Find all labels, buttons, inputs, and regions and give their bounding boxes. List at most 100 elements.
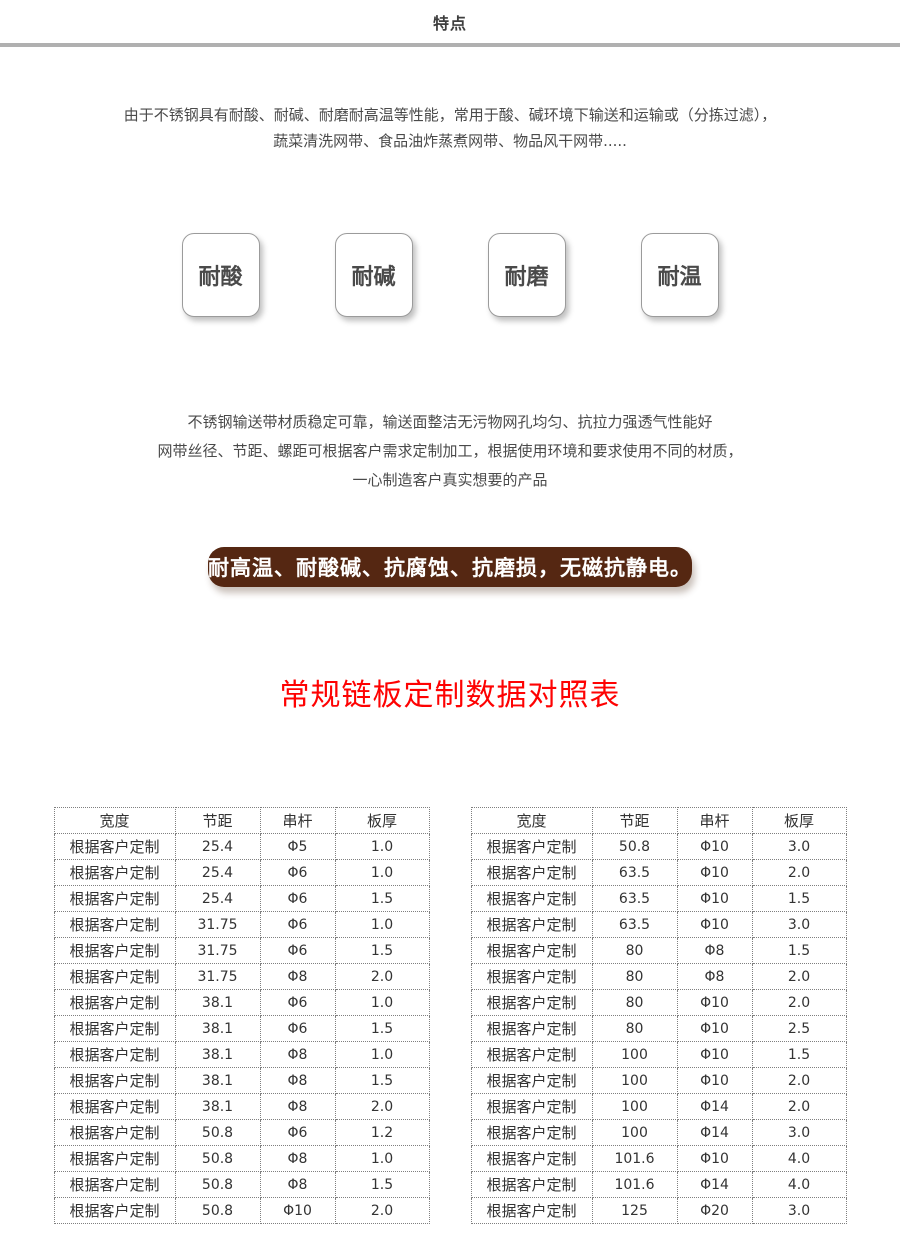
table-cell: 根据客户定制 xyxy=(470,833,593,860)
table-row: 根据客户定制 38.1 Φ8 1.5 xyxy=(53,1067,430,1094)
table-cell: 31.75 xyxy=(174,937,261,964)
table-cell: Φ5 xyxy=(259,833,336,860)
badge-label: 耐温 xyxy=(657,265,702,290)
spec-tables: 宽度 节距 串杆 板厚 根据客户定制 25.4 Φ5 1.0 根据客户定制 25.4 Φ6 1… xyxy=(0,807,900,1224)
table-cell: 25.4 xyxy=(174,833,261,860)
header-pitch: 节距 xyxy=(174,807,261,834)
intro-line-2: 蔬菜清洗网带、食品油炸蒸煮网带、物品风干网带..... xyxy=(273,132,627,150)
table-row: 根据客户定制 80 Φ10 2.0 xyxy=(470,989,847,1016)
table-cell: Φ10 xyxy=(676,859,753,886)
table-cell: 63.5 xyxy=(591,885,678,912)
table-cell: 100 xyxy=(591,1041,678,1068)
table-cell: 1.0 xyxy=(334,859,430,886)
table-cell: Φ6 xyxy=(259,885,336,912)
table-cell: 2.0 xyxy=(751,963,847,990)
description-paragraph: 不锈钢输送带材质稳定可靠，输送面整洁无污物网孔均匀、抗拉力强透气性能好 网带丝径… xyxy=(0,408,900,495)
table-row: 根据客户定制 63.5 Φ10 1.5 xyxy=(470,885,847,912)
table-cell: 1.5 xyxy=(751,1041,847,1068)
table-cell: 25.4 xyxy=(174,859,261,886)
table-cell: 根据客户定制 xyxy=(470,989,593,1016)
table-row: 根据客户定制 38.1 Φ6 1.5 xyxy=(53,1015,430,1042)
table-cell: 80 xyxy=(591,1015,678,1042)
feature-banner: 耐高温、耐酸碱、抗腐蚀、抗磨损，无磁抗静电。 xyxy=(208,547,692,587)
table-cell: Φ10 xyxy=(259,1197,336,1224)
table-cell: 根据客户定制 xyxy=(53,1171,176,1198)
header-thickness: 板厚 xyxy=(334,807,430,834)
table-cell: 根据客户定制 xyxy=(53,1145,176,1172)
intro-line-1: 由于不锈钢具有耐酸、耐碱、耐磨耐高温等性能，常用于酸、碱环境下输送和运输或（分拣… xyxy=(123,106,777,124)
description-line-2: 网带丝径、节距、螺距可根据客户需求定制加工，根据使用环境和要求使用不同的材质， xyxy=(157,442,743,460)
spec-table-title: 常规链板定制数据对照表 xyxy=(279,678,621,713)
table-cell: 2.0 xyxy=(751,1093,847,1120)
table-row: 根据客户定制 50.8 Φ8 1.0 xyxy=(53,1145,430,1172)
table-cell: 根据客户定制 xyxy=(470,1171,593,1198)
table-cell: 2.0 xyxy=(334,1197,430,1224)
table-row: 根据客户定制 100 Φ14 2.0 xyxy=(470,1093,847,1120)
table-cell: Φ8 xyxy=(259,963,336,990)
table-row: 根据客户定制 38.1 Φ8 2.0 xyxy=(53,1093,430,1120)
table-row: 根据客户定制 31.75 Φ8 2.0 xyxy=(53,963,430,990)
table-cell: 100 xyxy=(591,1067,678,1094)
table-cell: 根据客户定制 xyxy=(470,937,593,964)
table-cell: 38.1 xyxy=(174,1093,261,1120)
table-cell: Φ14 xyxy=(676,1119,753,1146)
table-cell: 根据客户定制 xyxy=(53,963,176,990)
table-cell: Φ10 xyxy=(676,885,753,912)
table-row: 根据客户定制 63.5 Φ10 3.0 xyxy=(470,911,847,938)
table-cell: 2.0 xyxy=(751,1067,847,1094)
table-row: 根据客户定制 80 Φ10 2.5 xyxy=(470,1015,847,1042)
table-cell: 根据客户定制 xyxy=(53,885,176,912)
table-cell: Φ10 xyxy=(676,1015,753,1042)
table-cell: 根据客户定制 xyxy=(53,911,176,938)
header-width: 宽度 xyxy=(53,807,176,834)
header-thickness: 板厚 xyxy=(751,807,847,834)
table-cell: 根据客户定制 xyxy=(470,963,593,990)
table-cell: 根据客户定制 xyxy=(470,1093,593,1120)
table-cell: 3.0 xyxy=(751,1119,847,1146)
table-row: 根据客户定制 38.1 Φ8 1.0 xyxy=(53,1041,430,1068)
table-row: 根据客户定制 100 Φ10 2.0 xyxy=(470,1067,847,1094)
table-row: 根据客户定制 25.4 Φ6 1.0 xyxy=(53,859,430,886)
table-cell: 根据客户定制 xyxy=(470,1067,593,1094)
badge-label: 耐碱 xyxy=(351,265,396,290)
table-cell: 根据客户定制 xyxy=(470,1015,593,1042)
table-cell: Φ10 xyxy=(676,1041,753,1068)
table-cell: Φ8 xyxy=(259,1145,336,1172)
table-cell: 根据客户定制 xyxy=(53,937,176,964)
section-divider xyxy=(0,43,900,47)
table-cell: 根据客户定制 xyxy=(53,1015,176,1042)
table-cell: Φ8 xyxy=(259,1171,336,1198)
table-cell: 50.8 xyxy=(174,1171,261,1198)
table-cell: 101.6 xyxy=(591,1171,678,1198)
table-cell: 3.0 xyxy=(751,1197,847,1224)
table-cell: 80 xyxy=(591,937,678,964)
badge-acid-resistant: 耐酸 xyxy=(181,233,260,317)
table-cell: 1.0 xyxy=(334,1145,430,1172)
table-cell: 根据客户定制 xyxy=(470,1145,593,1172)
table-cell: 根据客户定制 xyxy=(53,1093,176,1120)
table-cell: 3.0 xyxy=(751,911,847,938)
table-row: 根据客户定制 25.4 Φ5 1.0 xyxy=(53,833,430,860)
table-cell: 根据客户定制 xyxy=(53,989,176,1016)
table-cell: Φ6 xyxy=(259,1119,336,1146)
description-line-1: 不锈钢输送带材质稳定可靠，输送面整洁无污物网孔均匀、抗拉力强透气性能好 xyxy=(187,413,713,431)
table-cell: Φ8 xyxy=(676,963,753,990)
table-cell: 1.5 xyxy=(334,1067,430,1094)
table-cell: Φ6 xyxy=(259,1015,336,1042)
table-cell: 根据客户定制 xyxy=(470,911,593,938)
table-row: 根据客户定制 50.8 Φ6 1.2 xyxy=(53,1119,430,1146)
table-row: 根据客户定制 80 Φ8 2.0 xyxy=(470,963,847,990)
table-cell: Φ10 xyxy=(676,1067,753,1094)
table-row: 根据客户定制 101.6 Φ10 4.0 xyxy=(470,1145,847,1172)
table-cell: 63.5 xyxy=(591,859,678,886)
table-row: 根据客户定制 100 Φ14 3.0 xyxy=(470,1119,847,1146)
badge-temperature-resistant: 耐温 xyxy=(640,233,719,317)
table-cell: 50.8 xyxy=(174,1145,261,1172)
table-cell: 2.0 xyxy=(334,963,430,990)
table-cell: 1.5 xyxy=(334,1015,430,1042)
table-cell: Φ10 xyxy=(676,989,753,1016)
table-cell: 31.75 xyxy=(174,963,261,990)
badge-label: 耐磨 xyxy=(504,265,549,290)
table-cell: Φ8 xyxy=(259,1041,336,1068)
table-cell: 1.2 xyxy=(334,1119,430,1146)
